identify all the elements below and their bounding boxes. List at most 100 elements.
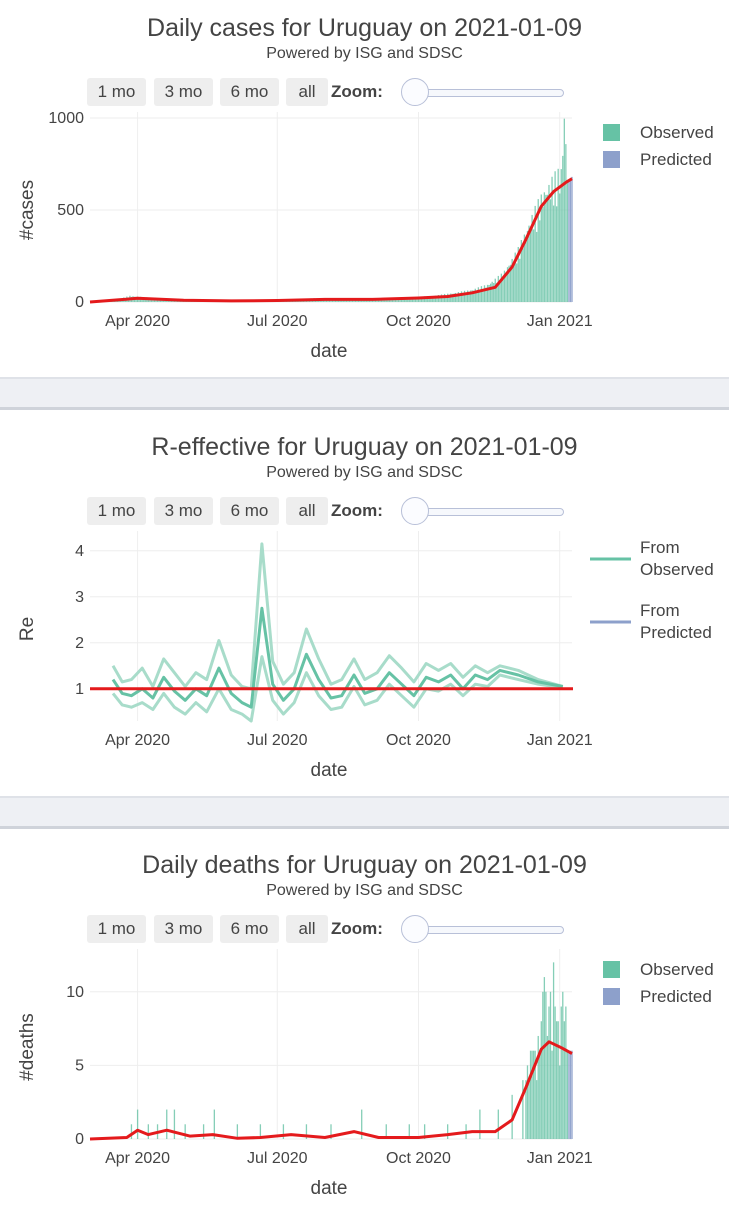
observed-bar (479, 290, 481, 302)
zoom-slider-track[interactable] (414, 89, 564, 97)
observed-bar (451, 293, 453, 302)
range-6mo-button[interactable]: 6 mo (220, 497, 279, 525)
observed-bar (516, 263, 518, 302)
range-6mo-button[interactable]: 6 mo (220, 78, 279, 106)
observed-bar (562, 991, 564, 1139)
observed-bar (479, 1109, 481, 1139)
observed-bar (419, 297, 421, 302)
observed-bar (542, 991, 544, 1139)
observed-bar (502, 278, 504, 302)
chart-subtitle: Powered by ISG and SDSC (266, 464, 463, 481)
observed-bar (536, 1080, 538, 1139)
zoom-slider-handle[interactable] (401, 78, 429, 106)
observed-bar (454, 292, 456, 302)
observed-bar (480, 286, 483, 302)
observed-bar (505, 272, 507, 302)
observed-bar (562, 155, 564, 302)
observed-bar (497, 275, 499, 302)
observed-bar (537, 1035, 539, 1139)
observed-bar (445, 295, 447, 302)
observed-bar (566, 1050, 569, 1139)
x-tick-label: Jan 2021 (527, 1150, 593, 1167)
observed-bar (408, 298, 410, 302)
legend-predicted-label: Predicted (640, 987, 712, 1006)
y-axis-title: Re (17, 617, 38, 641)
observed-bar (552, 205, 555, 302)
range-6mo-button[interactable]: 6 mo (220, 915, 279, 943)
zoom-label: Zoom: (331, 82, 383, 101)
observed-bar (414, 297, 417, 302)
observed-bar (555, 206, 558, 302)
x-tick-label: Jan 2021 (527, 732, 593, 749)
zoom-slider-track[interactable] (414, 508, 564, 516)
x-axis-title: date (311, 760, 348, 781)
chart-title: R-effective for Uruguay on 2021-01-09 (151, 433, 578, 461)
x-tick-label: Jul 2020 (247, 732, 308, 749)
range-all-button[interactable]: all (286, 78, 328, 106)
range-3mo-button[interactable]: 3 mo (154, 915, 213, 943)
observed-bar (565, 1006, 567, 1139)
observed-bar (463, 290, 466, 302)
observed-bar (491, 281, 493, 302)
y-tick-label: 0 (75, 1131, 84, 1148)
observed-bar (511, 258, 513, 302)
x-tick-label: Apr 2020 (105, 732, 170, 749)
observed-bar (408, 1124, 410, 1139)
predicted-bar (571, 176, 573, 302)
zoom-slider-handle[interactable] (401, 497, 429, 525)
observed-bar (391, 299, 394, 302)
observed-bar (552, 962, 555, 1139)
cases-chart: Apr 2020 Jul 2020 Oct 2020 Jan 2021 0 500 1000… (17, 110, 714, 362)
observed-bar (519, 258, 521, 302)
range-3mo-button[interactable]: 3 mo (154, 497, 213, 525)
observed-bar (459, 294, 461, 302)
observed-bar (427, 296, 429, 302)
observed-bar (282, 1124, 285, 1139)
zoom-slider-handle[interactable] (401, 915, 429, 943)
observed-bar (546, 194, 549, 302)
observed-bar (545, 991, 547, 1139)
reff-panel: R-effective for Uruguay on 2021-01-09 Po… (0, 419, 729, 799)
range-1mo-button[interactable]: 1 mo (87, 497, 146, 525)
observed-bar (348, 299, 351, 302)
y-tick-label: 3 (75, 589, 84, 606)
observed-bar (546, 1035, 549, 1139)
observed-bar (410, 297, 412, 302)
observed-bar (517, 246, 519, 302)
trend-line (89, 177, 573, 304)
predicted-bar (568, 180, 570, 302)
range-all-button[interactable]: all (286, 915, 328, 943)
observed-bar (425, 297, 427, 302)
range-1mo-button[interactable]: 1 mo (87, 915, 146, 943)
observed-bar (456, 293, 458, 302)
observed-bar (551, 1050, 553, 1139)
x-tick-label: Jan 2021 (527, 313, 593, 330)
zoom-slider-track[interactable] (414, 926, 564, 934)
observed-bar (543, 192, 546, 302)
chart-subtitle: Powered by ISG and SDSC (266, 882, 463, 899)
range-3mo-button[interactable]: 3 mo (154, 78, 213, 106)
observed-bar (388, 299, 390, 302)
observed-bar (529, 1050, 532, 1139)
observed-bar (397, 298, 400, 302)
legend-observed-swatch (603, 961, 620, 978)
observed-bar (439, 296, 441, 302)
legend-observed-label: Observed (640, 960, 714, 979)
observed-bar (453, 293, 455, 302)
y-tick-label: 500 (57, 202, 84, 219)
section-divider (0, 796, 729, 829)
observed-bar (476, 290, 478, 302)
x-tick-label: Apr 2020 (105, 1150, 170, 1167)
observed-bar (173, 1109, 176, 1139)
y-tick-label: 10 (66, 984, 84, 1001)
observed-bar (450, 293, 452, 302)
range-1mo-button[interactable]: 1 mo (87, 78, 146, 106)
range-all-button[interactable]: all (286, 497, 328, 525)
observed-bar (385, 299, 387, 302)
observed-bar (540, 1021, 542, 1139)
legend-observed-label: From Observed (640, 538, 714, 579)
observed-bar (394, 298, 397, 302)
y-axis-title: #cases (17, 180, 38, 240)
observed-bar (330, 1124, 332, 1139)
observed-bar (549, 991, 552, 1139)
